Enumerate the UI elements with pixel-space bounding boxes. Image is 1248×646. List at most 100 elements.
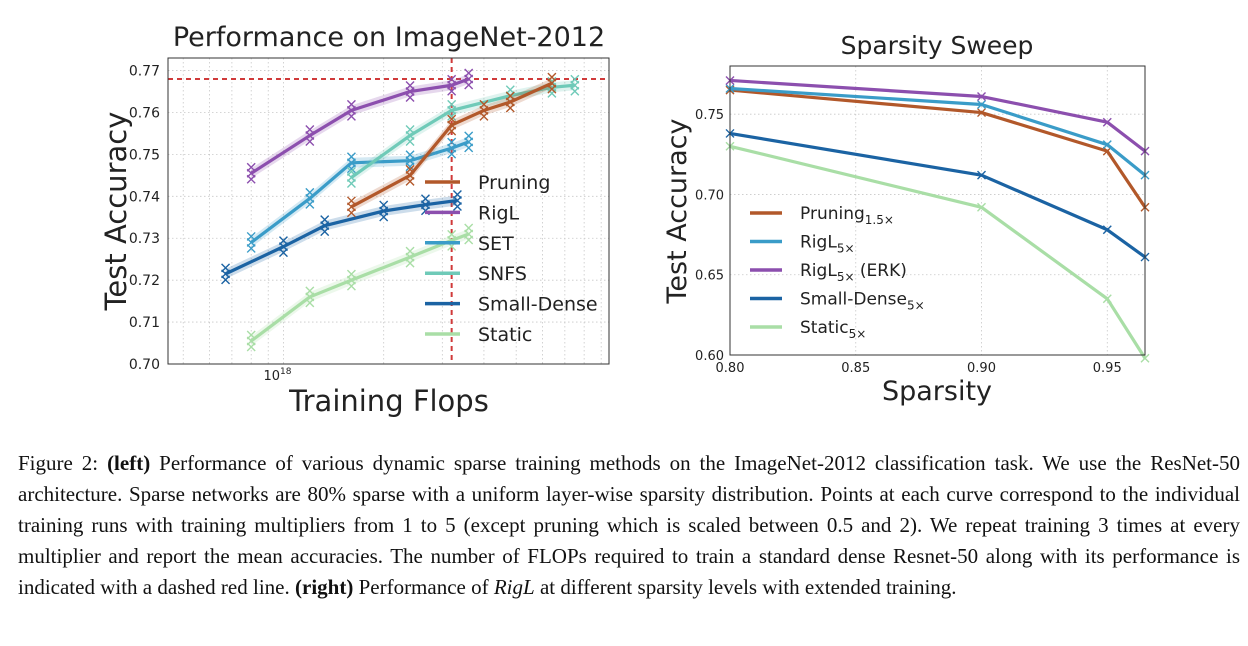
data-point-pruning <box>346 196 356 206</box>
data-point-set <box>346 164 356 174</box>
legend-item-pruning: Pruning1.5× <box>750 204 894 227</box>
series-line-static <box>729 144 1147 360</box>
data-point-set <box>1102 140 1112 150</box>
data-point-snfs <box>405 125 415 135</box>
caption-left-text: Performance of various dynamic sparse tr… <box>18 451 1241 599</box>
right-x-tick-labels: 0.80 0.85 0.90 0.95 <box>716 361 1122 376</box>
data-point-snfs <box>447 111 457 121</box>
data-point-small_dense <box>278 236 288 246</box>
legend-label: Static5× <box>800 318 866 341</box>
legend-item-static: Static5× <box>750 318 866 341</box>
data-point-snfs <box>570 74 580 84</box>
data-point-static <box>464 235 474 245</box>
series-static <box>725 141 1150 363</box>
legend-label: SNFS <box>478 263 527 285</box>
data-point-pruning <box>479 111 489 121</box>
data-point-rigl <box>447 86 457 96</box>
data-point-pruning <box>505 91 515 101</box>
series-rigl <box>725 75 1150 156</box>
data-point-small_dense <box>379 200 389 210</box>
right-xlabel: Sparsity <box>882 376 992 407</box>
data-point-snfs <box>405 137 415 147</box>
data-point-rigl <box>346 111 356 121</box>
left-ylabel: Test Accuracy <box>99 112 133 312</box>
data-point-small_dense <box>1102 225 1112 235</box>
left-y-tick-label: 0.74 <box>129 189 160 205</box>
figure-2: Performance on ImageNet-2012 0.700.710.7… <box>99 22 1150 418</box>
data-point-snfs <box>547 88 557 98</box>
series-set <box>246 131 474 253</box>
legend-label: Small-Dense5× <box>800 290 925 313</box>
series-line-rigl <box>729 78 1146 153</box>
caption-figure-label: Figure 2: <box>18 451 99 475</box>
data-point-rigl <box>1102 117 1112 127</box>
data-point-pruning <box>447 114 457 124</box>
left-y-tick-label: 0.72 <box>129 273 160 289</box>
data-point-pruning <box>447 126 457 136</box>
legend-item-set: SET <box>425 233 514 255</box>
legend-label: RigL <box>478 202 520 224</box>
data-point-static <box>405 258 415 268</box>
data-point-rigl <box>346 99 356 109</box>
legend-item-pruning: Pruning <box>425 172 550 194</box>
data-point-small_dense <box>452 190 462 200</box>
right-series-group <box>725 75 1150 363</box>
data-point-static <box>1102 294 1112 304</box>
left-y-tick-label: 0.70 <box>129 357 160 373</box>
right-y-tick-label: 0.75 <box>695 108 724 123</box>
caption-right-tag: (right) <box>295 575 354 599</box>
left-y-tick-label: 0.76 <box>129 105 160 121</box>
left-y-tick-label: 0.73 <box>129 231 160 247</box>
left-y-tick-label: 0.77 <box>129 64 160 80</box>
right-chart-title: Sparsity Sweep <box>841 31 1034 60</box>
data-point-snfs <box>447 99 457 109</box>
series-line-static <box>250 232 470 343</box>
legend-label: Small-Dense <box>478 294 598 316</box>
data-point-small_dense <box>977 170 987 180</box>
right-y-tick-label: 0.60 <box>695 349 724 364</box>
left-x-tick-label: 1018 <box>263 367 291 384</box>
caption-right-text-post: at different sparsity levels with extend… <box>539 575 957 599</box>
right-plot-frame <box>729 65 1146 356</box>
series-pruning <box>725 85 1150 212</box>
data-point-static <box>1140 353 1150 363</box>
data-point-static <box>346 281 356 291</box>
data-point-static <box>464 223 474 233</box>
data-point-small_dense <box>278 248 288 258</box>
right-y-tick-label: 0.70 <box>695 188 724 203</box>
left-y-tick-label: 0.75 <box>129 147 160 163</box>
data-point-static <box>346 269 356 279</box>
data-point-pruning <box>405 164 415 174</box>
series-line-small_dense <box>729 131 1146 259</box>
right-x-tick-label: 0.90 <box>967 361 996 376</box>
right-x-tick-label: 0.80 <box>716 361 745 376</box>
left-xlabel: Training Flops <box>288 384 489 418</box>
legend-item-rigl: RigL <box>425 202 520 224</box>
data-point-snfs <box>346 166 356 176</box>
right-legend: Pruning1.5× RigL5× RigL5× (ERK) Small-Dense… <box>750 204 925 341</box>
left-chart-title: Performance on ImageNet-2012 <box>173 22 605 53</box>
caption-right-text-pre: Performance of <box>358 575 489 599</box>
legend-item-small_dense: Small-Dense5× <box>750 290 925 313</box>
series-rigl <box>246 68 474 184</box>
series-line-set <box>729 86 1147 177</box>
data-point-pruning <box>479 99 489 109</box>
data-point-rigl <box>464 80 474 90</box>
data-point-small_dense <box>320 215 330 225</box>
series-set <box>725 83 1150 180</box>
legend-item-set: RigL5× <box>750 233 855 256</box>
data-point-snfs <box>570 86 580 96</box>
legend-label: Pruning <box>478 172 550 194</box>
data-point-set <box>346 152 356 162</box>
data-point-set <box>464 131 474 141</box>
data-point-set <box>447 137 457 147</box>
data-point-static <box>305 298 315 308</box>
legend-label: Static <box>478 324 532 346</box>
figure-caption: Figure 2: (left) Performance of various … <box>18 448 1240 603</box>
legend-item-small_dense: Small-Dense <box>425 294 598 316</box>
data-point-static <box>305 286 315 296</box>
series-line-pruning <box>350 81 553 209</box>
legend-item-rigl: RigL5× (ERK) <box>750 261 907 284</box>
legend-item-snfs: SNFS <box>425 263 527 285</box>
data-point-set <box>447 149 457 159</box>
